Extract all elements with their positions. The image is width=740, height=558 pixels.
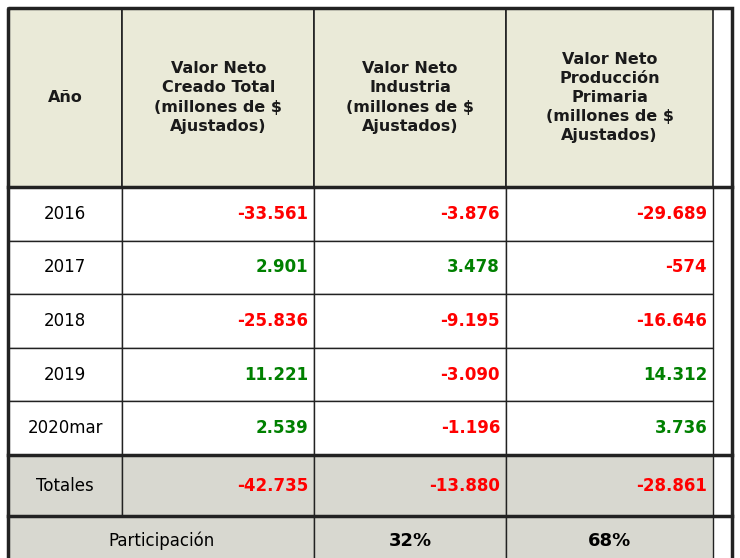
Text: -29.689: -29.689 — [636, 205, 707, 223]
Text: -1.196: -1.196 — [441, 419, 500, 437]
Bar — [122, 294, 314, 348]
Text: 2016: 2016 — [44, 205, 87, 223]
Bar — [506, 187, 713, 240]
Bar — [8, 187, 122, 240]
Text: -9.195: -9.195 — [440, 312, 500, 330]
Bar — [506, 294, 713, 348]
Text: 2017: 2017 — [44, 258, 87, 276]
Text: 2.539: 2.539 — [255, 419, 309, 437]
Bar — [314, 455, 506, 516]
Bar — [122, 402, 314, 455]
Text: -3.090: -3.090 — [440, 365, 500, 384]
Text: Año: Año — [48, 90, 83, 105]
Bar — [506, 8, 713, 187]
Bar — [506, 455, 713, 516]
Bar — [506, 402, 713, 455]
Bar — [314, 402, 506, 455]
Bar — [122, 240, 314, 294]
Text: Participación: Participación — [108, 532, 215, 550]
Text: Totales: Totales — [36, 477, 94, 494]
Bar — [506, 348, 713, 402]
Bar — [8, 516, 314, 558]
Text: 32%: 32% — [388, 532, 431, 550]
Bar — [506, 240, 713, 294]
Text: 2020mar: 2020mar — [27, 419, 103, 437]
Text: -3.876: -3.876 — [440, 205, 500, 223]
Bar — [314, 516, 506, 558]
Bar — [122, 8, 314, 187]
Bar — [314, 294, 506, 348]
Text: 14.312: 14.312 — [643, 365, 707, 384]
Bar — [8, 402, 122, 455]
Bar — [8, 455, 122, 516]
Text: Valor Neto
Producción
Primaria
(millones de $
Ajustados): Valor Neto Producción Primaria (millones… — [545, 51, 673, 143]
Bar — [314, 240, 506, 294]
Bar — [122, 455, 314, 516]
Bar — [122, 348, 314, 402]
Text: -13.880: -13.880 — [429, 477, 500, 494]
Text: Valor Neto
Industria
(millones de $
Ajustados): Valor Neto Industria (millones de $ Ajus… — [346, 61, 474, 134]
Text: 2019: 2019 — [44, 365, 87, 384]
Bar — [314, 187, 506, 240]
Text: 3.736: 3.736 — [654, 419, 707, 437]
Text: 2018: 2018 — [44, 312, 87, 330]
Bar — [8, 294, 122, 348]
Bar — [8, 240, 122, 294]
Text: -28.861: -28.861 — [636, 477, 707, 494]
Text: -33.561: -33.561 — [238, 205, 309, 223]
Text: 11.221: 11.221 — [244, 365, 309, 384]
Text: 68%: 68% — [588, 532, 631, 550]
Text: -25.836: -25.836 — [238, 312, 309, 330]
Text: Valor Neto
Creado Total
(millones de $
Ajustados): Valor Neto Creado Total (millones de $ A… — [155, 61, 283, 134]
Text: -42.735: -42.735 — [237, 477, 309, 494]
Bar — [314, 348, 506, 402]
Text: -16.646: -16.646 — [636, 312, 707, 330]
Bar — [8, 8, 122, 187]
Text: 2.901: 2.901 — [255, 258, 309, 276]
Text: -574: -574 — [665, 258, 707, 276]
Bar — [122, 187, 314, 240]
Bar — [8, 348, 122, 402]
Bar — [506, 516, 713, 558]
Text: 3.478: 3.478 — [448, 258, 500, 276]
Bar — [314, 8, 506, 187]
